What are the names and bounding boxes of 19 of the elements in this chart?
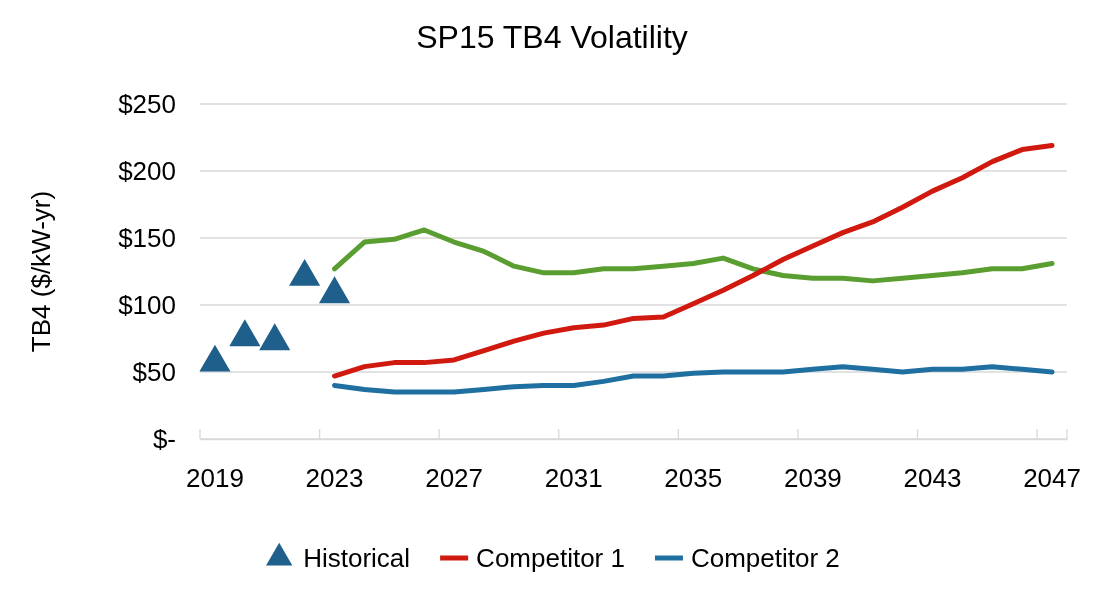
y-tick-label: $100 (118, 289, 176, 320)
x-tick-label: 2019 (186, 463, 244, 494)
y-axis-title: TB4 ($/kW-yr) (26, 190, 56, 353)
chart-title: SP15 TB4 Volatility (416, 19, 688, 55)
y-tick-label: $50 (132, 356, 176, 387)
y-tick-label: $200 (118, 155, 176, 186)
y-tick-label: $- (152, 423, 176, 454)
x-tick-label: 2043 (903, 463, 962, 494)
y-tick-label: $250 (118, 88, 176, 119)
y-tick-label: $150 (118, 222, 176, 253)
x-tick-label: 2035 (664, 463, 723, 494)
legend-label: Competitor 1 (476, 543, 625, 573)
x-tick-label: 2047 (1023, 463, 1081, 494)
x-tick-label: 2023 (305, 463, 364, 494)
legend-label: Historical (303, 543, 411, 573)
legend-label: Competitor 2 (690, 543, 840, 573)
x-tick-label: 2031 (544, 463, 603, 494)
x-tick-label: 2027 (425, 463, 484, 494)
x-tick-label: 2039 (783, 463, 842, 494)
